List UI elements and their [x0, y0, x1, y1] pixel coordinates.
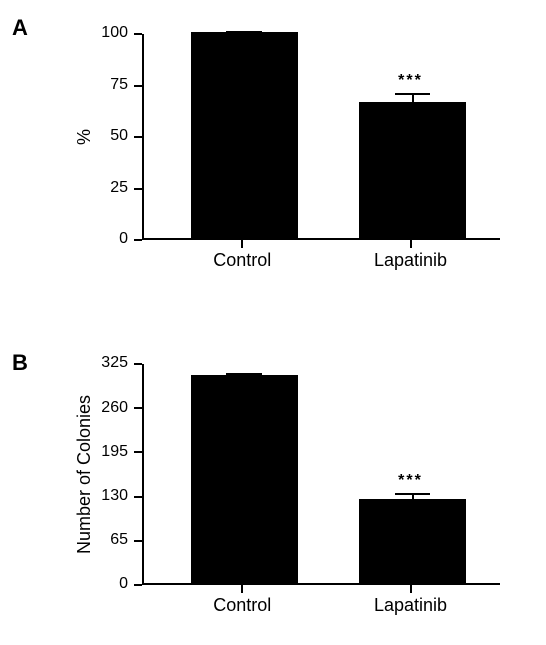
panel-a-y-axis-title: % — [74, 34, 95, 240]
panel-a-chart: 0255075100%ControlLapatinib*** — [70, 10, 510, 280]
panel-b-bar — [359, 499, 466, 583]
figure: A 0255075100%ControlLapatinib*** B 06513… — [0, 0, 546, 645]
panel-a-category-label: Lapatinib — [346, 250, 476, 271]
panel-a-errorbar — [412, 94, 414, 104]
panel-a-ytick — [134, 85, 142, 87]
panel-b-chart: 065130195260325Number of ColoniesControl… — [70, 340, 510, 625]
panel-a-xtick — [410, 240, 412, 248]
panel-a-errorbar-cap — [226, 31, 262, 33]
panel-b-label: B — [12, 350, 28, 376]
panel-b-errorbar — [412, 494, 414, 501]
panel-b-ytick — [134, 496, 142, 498]
panel-b-ytick — [134, 584, 142, 586]
panel-a-bar — [191, 32, 298, 238]
panel-a-ytick — [134, 33, 142, 35]
panel-a-xtick — [241, 240, 243, 248]
panel-a-bar — [359, 102, 466, 238]
panel-b-plot-area — [142, 364, 500, 585]
panel-b-significance-marker: *** — [381, 472, 441, 490]
panel-b-category-label: Control — [177, 595, 307, 616]
panel-b-xtick — [410, 585, 412, 593]
panel-a-label: A — [12, 15, 28, 41]
panel-a-ytick — [134, 188, 142, 190]
panel-a-ytick — [134, 239, 142, 241]
panel-b-ytick — [134, 407, 142, 409]
panel-b-errorbar-cap — [395, 493, 431, 495]
panel-a-significance-marker: *** — [381, 72, 441, 90]
panel-b-ytick — [134, 451, 142, 453]
panel-b-xtick — [241, 585, 243, 593]
panel-b-bar — [191, 375, 298, 583]
panel-a-plot-area — [142, 34, 500, 240]
panel-b-category-label: Lapatinib — [346, 595, 476, 616]
panel-b-ytick — [134, 540, 142, 542]
panel-a-category-label: Control — [177, 250, 307, 271]
panel-a-ytick — [134, 136, 142, 138]
panel-b-ytick — [134, 363, 142, 365]
panel-a-errorbar-cap — [395, 93, 431, 95]
panel-b-y-axis-title: Number of Colonies — [74, 364, 95, 585]
panel-b-errorbar-cap — [226, 373, 262, 375]
